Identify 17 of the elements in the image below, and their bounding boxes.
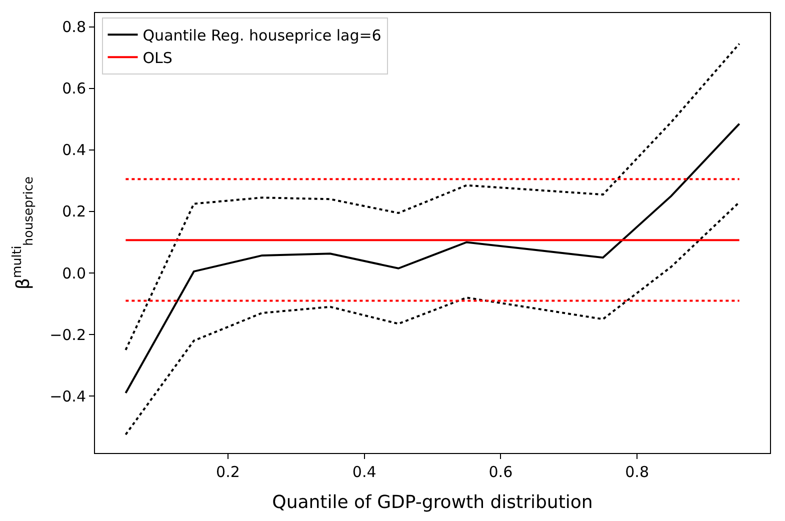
y-tick-label: −0.4 bbox=[50, 387, 86, 406]
legend-label: Quantile Reg. houseprice lag=6 bbox=[142, 26, 382, 44]
x-tick-label: 0.6 bbox=[488, 463, 513, 481]
line-series bbox=[124, 122, 740, 394]
y-tick-label: −0.2 bbox=[50, 326, 86, 344]
x-axis-title: Quantile of GDP-growth distribution bbox=[272, 492, 593, 514]
line-series bbox=[124, 42, 740, 351]
x-tick-label: 0.8 bbox=[625, 463, 649, 481]
y-tick-label: 0.0 bbox=[62, 264, 86, 282]
x-tick-label: 0.2 bbox=[216, 463, 240, 481]
legend-label: OLS bbox=[142, 49, 172, 67]
y-tick-label: 0.6 bbox=[62, 80, 86, 98]
y-tick-label: 0.8 bbox=[62, 18, 86, 36]
x-tick-label: 0.4 bbox=[352, 463, 376, 481]
y-tick-label: 0.2 bbox=[62, 202, 86, 221]
line-series bbox=[124, 201, 740, 436]
y-tick-label: 0.4 bbox=[62, 141, 86, 160]
